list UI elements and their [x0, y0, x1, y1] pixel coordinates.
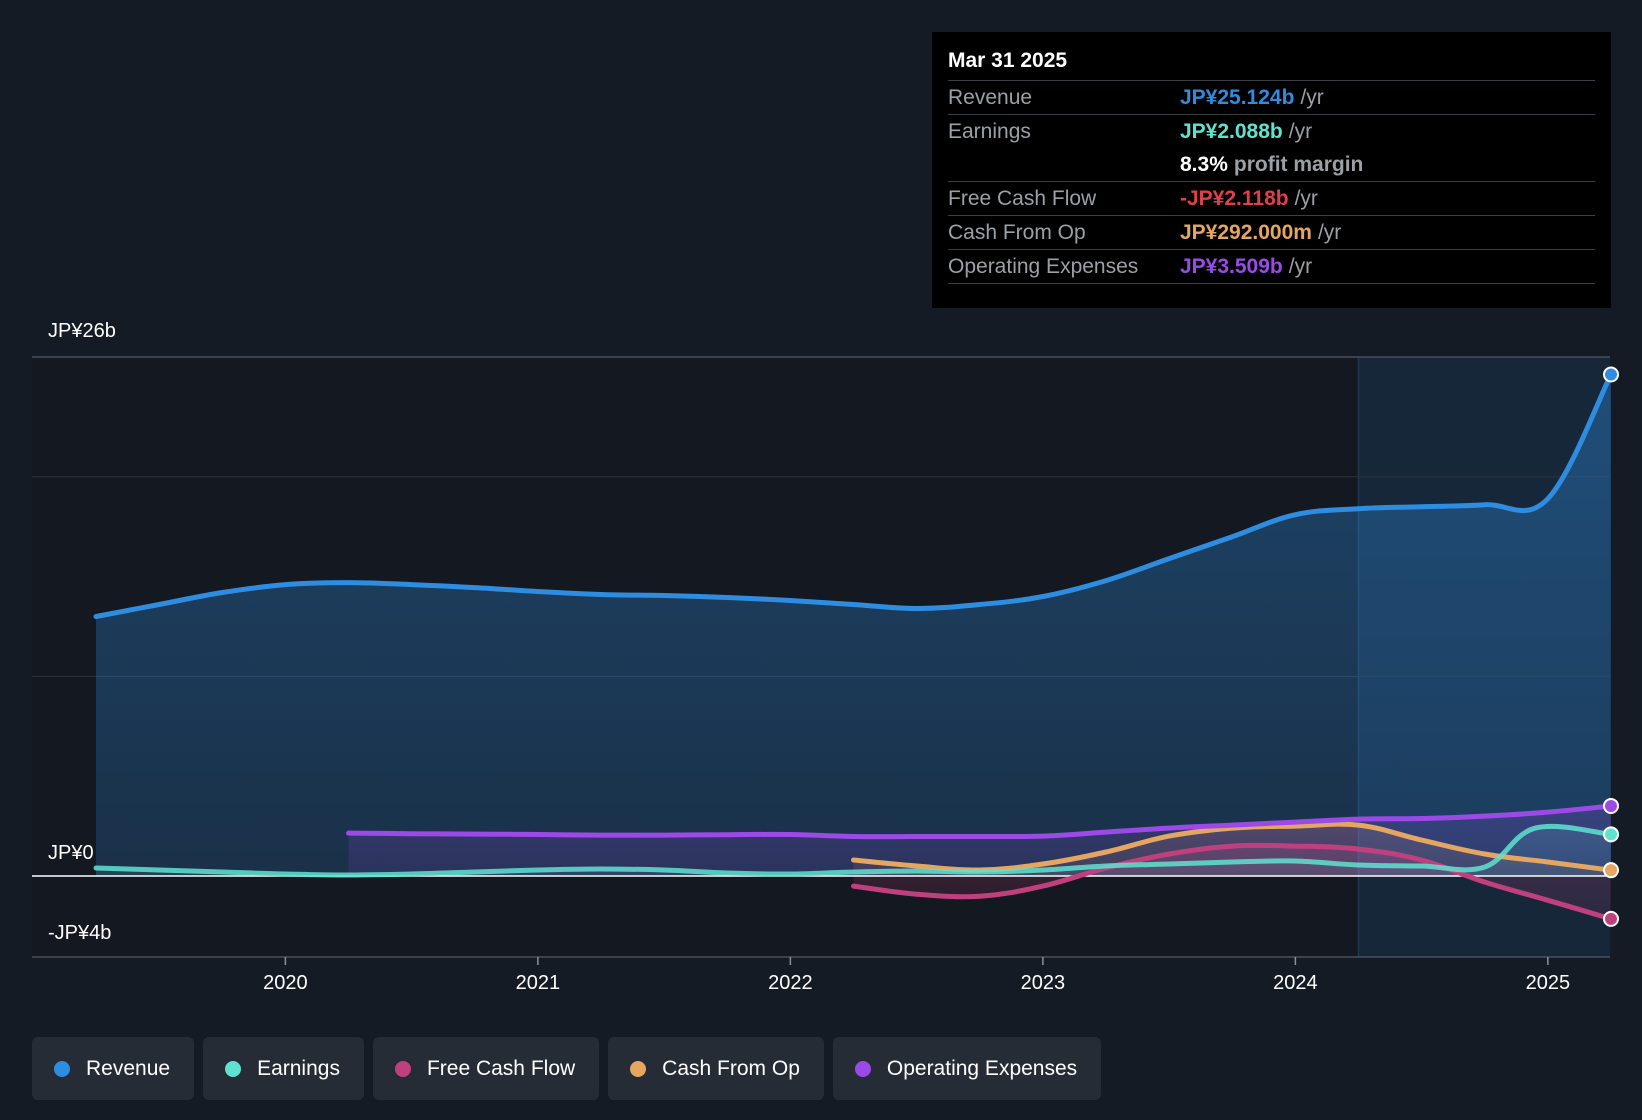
tooltip-unit: /yr [1300, 86, 1324, 109]
x-tick-label: 2023 [1020, 972, 1066, 994]
tooltip-value: JP¥292.000m [1180, 221, 1312, 244]
tooltip-value: JP¥25.124b [1180, 86, 1295, 109]
tooltip-label [948, 148, 1180, 181]
legend-cash-from-op[interactable]: Cash From Op [608, 1037, 824, 1100]
tooltip-unit: /yr [1317, 221, 1342, 244]
x-tick-label: 2022 [768, 972, 813, 994]
series-line-operating-expenses [346, 803, 1614, 840]
tooltip-unit: /yr [1294, 187, 1318, 210]
legend-earnings[interactable]: Earnings [203, 1037, 364, 1100]
legend-revenue[interactable]: Revenue [32, 1037, 195, 1100]
tooltip-row-operating-expenses: Operating Expenses JP¥3.509b /yr [948, 250, 1595, 284]
tooltip-label: Earnings [948, 120, 1031, 143]
chart-legend: Revenue Earnings Free Cash Flow Cash Fro… [32, 1037, 1102, 1100]
tooltip-label: Revenue [948, 86, 1033, 109]
y-label-zero: JP¥0 [48, 842, 94, 864]
end-marker-earnings [1603, 826, 1619, 843]
legend-dot-icon [630, 1060, 647, 1077]
series-area-revenue [96, 374, 1611, 876]
tooltip-date: Mar 31 2025 [948, 46, 1595, 81]
tooltip-row-cash-from-op: Cash From Op JP¥292.000m /yr [948, 216, 1595, 250]
x-tick-label: 2025 [1525, 972, 1571, 994]
tooltip-value: -JP¥2.118b [1180, 187, 1289, 210]
legend-label: Earnings [257, 1056, 340, 1080]
tooltip-unit: /yr [1288, 120, 1313, 143]
x-tick-label: 2020 [263, 972, 308, 994]
y-label-bottom: -JP¥4b [48, 922, 112, 944]
series-line-revenue [93, 372, 1614, 619]
series-line-free-cash-flow [851, 842, 1614, 922]
end-marker-revenue [1603, 366, 1619, 383]
tooltip-row-earnings: Earnings JP¥2.088b /yr [948, 115, 1595, 148]
x-tick-label: 2021 [515, 972, 561, 994]
tooltip-label: Free Cash Flow [948, 187, 1097, 210]
tooltip-unit: /yr [1288, 255, 1313, 278]
tooltip-value: 8.3% [1180, 153, 1228, 176]
tooltip-value: JP¥2.088b [1180, 120, 1283, 143]
legend-label: Cash From Op [662, 1056, 800, 1080]
tooltip-value: JP¥3.509b [1180, 255, 1283, 278]
tooltip-row-profit-margin: 8.3% profit margin [948, 148, 1595, 182]
end-marker-cash-from-op [1603, 862, 1619, 879]
tooltip-panel: Mar 31 2025 Revenue JP¥25.124b /yr Earni… [932, 32, 1611, 308]
legend-dot-icon [394, 1060, 411, 1077]
tooltip-unit: profit margin [1233, 153, 1364, 176]
end-marker-operating-expenses [1603, 797, 1619, 814]
legend-label: Operating Expenses [886, 1056, 1078, 1080]
legend-dot-icon [54, 1060, 70, 1077]
legend-operating-expenses[interactable]: Operating Expenses [832, 1037, 1102, 1100]
end-marker-free-cash-flow [1603, 910, 1619, 927]
legend-dot-icon [854, 1060, 871, 1077]
y-label-top: JP¥26b [48, 320, 116, 342]
legend-label: Revenue [86, 1056, 171, 1080]
x-tick-label: 2024 [1273, 972, 1318, 994]
tooltip-row-revenue: Revenue JP¥25.124b /yr [948, 81, 1595, 115]
legend-dot-icon [225, 1060, 242, 1077]
tooltip-row-free-cash-flow: Free Cash Flow -JP¥2.118b /yr [948, 182, 1595, 216]
series-line-earnings [93, 823, 1614, 878]
tooltip-label: Operating Expenses [948, 255, 1139, 278]
legend-label: Free Cash Flow [426, 1056, 576, 1080]
legend-free-cash-flow[interactable]: Free Cash Flow [372, 1037, 600, 1100]
tooltip-label: Cash From Op [948, 221, 1086, 244]
